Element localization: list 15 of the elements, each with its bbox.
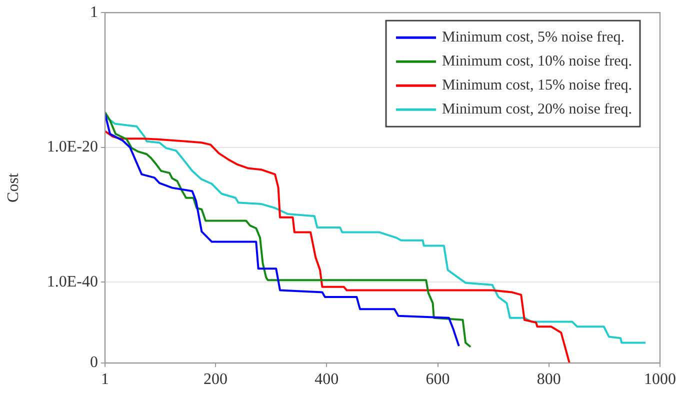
- legend-label: Minimum cost, 5% noise freq.: [442, 30, 625, 46]
- x-tick-label: 400: [314, 370, 339, 388]
- x-tick-label: 1: [101, 370, 109, 388]
- y-tick-label: 1.0E-40: [46, 273, 98, 290]
- x-tick-label: 600: [426, 370, 450, 388]
- y-tick-label: 1: [90, 4, 98, 21]
- x-tick-label: 200: [204, 370, 228, 388]
- legend-label: Minimum cost, 20% noise freq.: [442, 102, 632, 118]
- y-tick-label: 1.0E-20: [46, 138, 98, 156]
- legend-label: Minimum cost, 15% noise freq.: [442, 78, 632, 94]
- y-tick-label: 0: [90, 354, 98, 372]
- x-tick-label: 1000: [644, 370, 676, 388]
- x-tick-label: 800: [536, 370, 561, 388]
- y-axis-title: Cost: [4, 172, 22, 202]
- legend-label: Minimum cost, 10% noise freq.: [442, 54, 632, 70]
